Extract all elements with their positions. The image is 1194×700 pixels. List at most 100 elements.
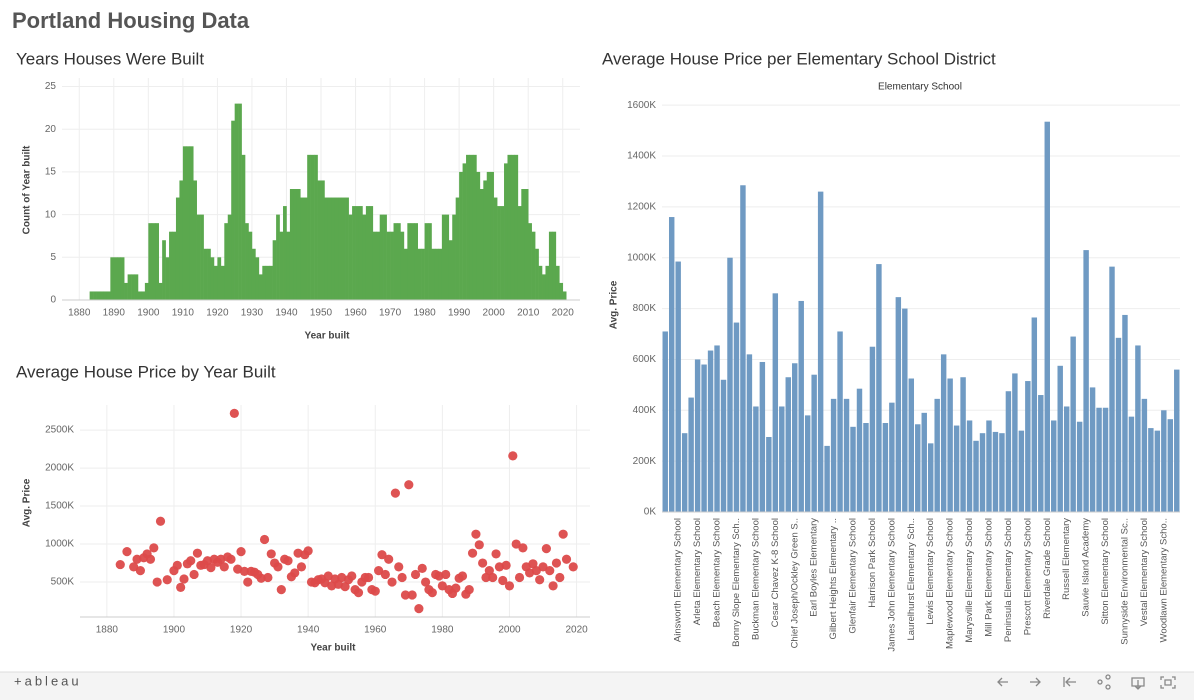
histogram-bar (172, 231, 177, 300)
histogram-bar (307, 154, 311, 300)
download[interactable] (1131, 677, 1145, 690)
scatter-point (390, 488, 400, 498)
scatter-point (481, 572, 491, 583)
scatter-point (457, 571, 468, 581)
histogram-bar (504, 163, 508, 300)
histogram-bar (393, 223, 398, 300)
y-tick-label: 25 (45, 81, 57, 92)
x-tick-label: 1880 (96, 625, 119, 636)
bar (830, 398, 837, 512)
histogram-bar (224, 223, 229, 300)
x-tick-label: Bonny Slope Elementary Sch.. (731, 518, 742, 647)
x-tick-label: 1960 (364, 625, 387, 636)
bar (804, 415, 811, 512)
x-tick-label: Russell Elementary (1061, 518, 1072, 600)
bar (1057, 365, 1063, 512)
histogram-bar (134, 274, 139, 300)
x-tick-label: 1940 (275, 308, 298, 319)
share[interactable] (1097, 679, 1103, 685)
scatter-point (380, 569, 390, 580)
histogram-bar (362, 214, 367, 300)
histogram-bar (279, 231, 284, 300)
y-tick-label: 600K (633, 354, 657, 365)
undo[interactable] (997, 677, 1008, 687)
bar (876, 264, 882, 512)
bar (740, 185, 746, 512)
x-tick-label: 1970 (379, 308, 402, 319)
column-header: Elementary School (878, 82, 962, 93)
toolbar[interactable] (997, 674, 1176, 690)
histogram-bar (113, 257, 118, 300)
histogram-bar (410, 223, 415, 300)
bar (1167, 419, 1174, 512)
bar (966, 420, 973, 512)
scatter-point (427, 588, 437, 598)
histogram-bar (365, 206, 370, 300)
scatter-point (347, 571, 357, 581)
fullscreen[interactable] (1160, 676, 1176, 689)
bar (1128, 416, 1135, 512)
histogram-bar (175, 197, 180, 300)
histogram-bar (196, 214, 201, 300)
x-tick-label: 1900 (163, 625, 186, 636)
scatter-point (484, 566, 494, 576)
scatter-point (394, 562, 404, 572)
bar (707, 350, 714, 512)
bar (1148, 428, 1154, 512)
scatter-point (384, 554, 394, 564)
scatter-point (511, 539, 521, 549)
bar (701, 364, 707, 512)
histogram-bar (203, 248, 208, 300)
histogram-bar (231, 120, 235, 300)
bar (1161, 410, 1167, 512)
revert[interactable] (1063, 677, 1076, 687)
histogram-bar (448, 240, 453, 300)
bar (1005, 391, 1012, 512)
scatter-point (467, 548, 478, 558)
scatter-point (538, 562, 548, 572)
scatter-point (498, 575, 508, 586)
bar (759, 361, 766, 512)
histogram-bar (486, 171, 491, 300)
histogram-bar (445, 214, 450, 300)
bar (1089, 387, 1096, 512)
histogram-bar (403, 248, 408, 300)
x-tick-label: Sitton Elementary School (1100, 518, 1111, 625)
histogram-bar (331, 197, 336, 300)
histogram-bar (93, 291, 97, 300)
bar (1063, 406, 1070, 512)
histogram-bar (137, 291, 142, 300)
y-tick-label: 2000K (45, 463, 74, 474)
x-tick-label: Maplewood Elementary School (945, 518, 956, 649)
x-tick-label: James John Elementary School (886, 518, 897, 652)
y-tick-label: 1000K (45, 539, 74, 550)
redo[interactable] (1030, 677, 1041, 687)
share-node (1105, 684, 1111, 690)
bar (921, 412, 927, 512)
histogram-bar (310, 154, 315, 300)
histogram-bar (428, 223, 432, 300)
histogram-bar (555, 265, 560, 300)
scatter-point (400, 590, 411, 600)
histogram-bar (521, 189, 526, 300)
histogram-bar (269, 265, 273, 300)
histogram-bar (514, 154, 519, 300)
histogram-bar (376, 231, 381, 300)
histogram-bar (431, 248, 436, 300)
histogram-bar (89, 291, 94, 300)
bar (1044, 121, 1050, 512)
scatter-point (172, 560, 182, 570)
histogram-bar (459, 171, 463, 300)
histogram-bar (348, 214, 353, 300)
scatter-point (410, 569, 421, 580)
page-title: Portland Housing Data (12, 8, 250, 33)
y-tick-label: 1500K (45, 501, 74, 512)
histogram-bar (493, 197, 498, 300)
x-tick-label: Cesar Chavez K-8 School (770, 518, 781, 627)
bar (681, 433, 688, 512)
bar (927, 443, 934, 512)
scatter-point (155, 516, 166, 526)
histogram-bar (227, 214, 232, 300)
bar (1109, 266, 1115, 512)
histogram-bar (355, 206, 360, 300)
